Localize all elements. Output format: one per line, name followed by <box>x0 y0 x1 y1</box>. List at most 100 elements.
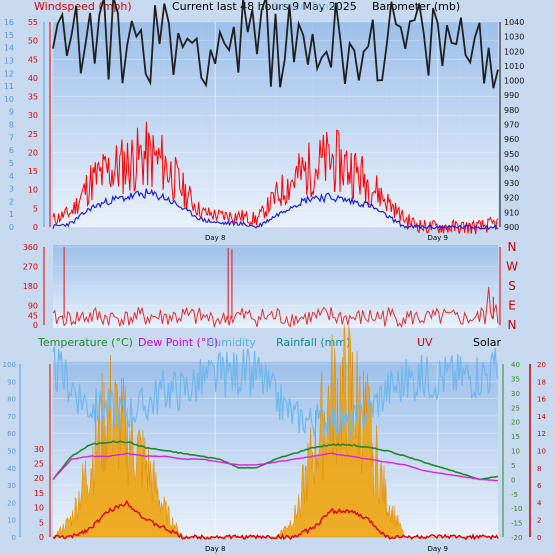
outer-tick-label: 11 <box>4 82 14 91</box>
inside-temp-label: Inside Temp. <box>274 0 343 13</box>
right-tick-label: 940 <box>504 164 519 173</box>
legend-dewpoint: Dew Point (°C) <box>138 336 218 349</box>
right-tick-label: 970 <box>504 121 519 130</box>
humidity-tick-label: 40 <box>7 465 16 473</box>
legend-uv: UV <box>417 336 433 349</box>
outer-tick-label: 3 <box>9 185 14 194</box>
right-tick-label: 1000 <box>504 77 524 86</box>
wind-direction-line <box>52 286 499 329</box>
legend-temperature: Temperature (°C) <box>37 336 133 349</box>
uv-line <box>52 499 499 541</box>
day-label: Day 9 <box>427 545 448 553</box>
temp-tick-label: 5 <box>511 462 515 470</box>
uv-tick-label: 16 <box>537 396 546 404</box>
left-tick-label: 55 <box>28 18 38 27</box>
compass-label: S <box>508 279 516 293</box>
barometer-line <box>52 0 499 89</box>
outer-tick-label: 2 <box>9 197 14 206</box>
outer-tick-label: 13 <box>4 56 14 65</box>
uv-tick-label: 10 <box>537 448 546 456</box>
right-tick-label: 910 <box>504 208 519 217</box>
direction-tick-label: 90 <box>28 302 38 311</box>
outer-tick-label: 8 <box>9 121 14 130</box>
day-label: Day 8 <box>205 545 226 553</box>
left-tick-label: 40 <box>28 74 38 83</box>
left-tick-label: 50 <box>28 37 38 46</box>
uv-tick-label: 6 <box>537 482 542 490</box>
humidity-tick-label: 0 <box>12 534 16 542</box>
wind-average-line <box>52 188 499 231</box>
temp-tick-label: 30 <box>511 390 520 398</box>
uv-tick-label: 18 <box>537 378 546 386</box>
temp-tick-label: 40 <box>511 361 520 369</box>
humidity-tick-label: 20 <box>7 499 16 507</box>
right-tick-label: 960 <box>504 135 519 144</box>
temp-tick-label: 20 <box>511 419 520 427</box>
left-tick-label: 20 <box>28 148 38 157</box>
left-tick-label: 10 <box>28 186 38 195</box>
right-tick-label: 1030 <box>504 33 524 42</box>
humidity-tick-label: 100 <box>3 361 16 369</box>
temp-tick-label: 35 <box>511 375 520 383</box>
left-tick-label: 30 <box>28 111 38 120</box>
rain-tick-label: 25 <box>34 459 44 468</box>
humidity-tick-label: 70 <box>7 413 16 421</box>
left-tick-label: 45 <box>28 55 38 64</box>
right-tick-label: 1020 <box>504 47 524 56</box>
outer-tick-label: 16 <box>4 18 14 27</box>
compass-label: W <box>506 260 518 274</box>
temp-tick-label: -20 <box>511 534 522 542</box>
direction-tick-label: 270 <box>23 263 38 272</box>
right-tick-label: 990 <box>504 91 519 100</box>
uv-tick-label: 8 <box>537 465 541 473</box>
humidity-tick-label: 80 <box>7 396 16 404</box>
left-tick-label: 25 <box>28 130 38 139</box>
humidity-tick-label: 10 <box>7 517 16 525</box>
uv-tick-label: 2 <box>537 517 541 525</box>
uv-tick-label: 4 <box>537 499 542 507</box>
left-tick-label: 5 <box>33 204 38 213</box>
legend-rainfall: Rainfall (mm) <box>276 336 350 349</box>
left-tick-label: 35 <box>28 93 38 102</box>
outer-tick-label: 1 <box>9 210 14 219</box>
outer-tick-label: 15 <box>4 31 14 40</box>
direction-tick-label: 45 <box>28 311 38 320</box>
chart-title: Current last 48 hours 9 May 2025 <box>172 0 357 13</box>
day-label: Day 9 <box>427 234 448 242</box>
humidity-tick-label: 50 <box>7 448 16 456</box>
temperature-line <box>52 440 499 481</box>
temp-tick-label: -10 <box>511 505 522 513</box>
rain-tick-label: 15 <box>34 489 44 498</box>
compass-label: E <box>508 299 516 313</box>
barometer-label: Barometer (mb) <box>372 0 460 13</box>
right-tick-label: 1010 <box>504 62 524 71</box>
right-tick-label: 900 <box>504 223 519 232</box>
dewpoint-line <box>52 452 499 482</box>
temp-tick-label: -5 <box>511 491 518 499</box>
rain-tick-label: 10 <box>34 504 44 513</box>
right-tick-label: 930 <box>504 179 519 188</box>
temp-tick-label: -15 <box>511 520 522 528</box>
left-tick-label: 0 <box>33 223 38 232</box>
outer-tick-label: 9 <box>9 108 14 117</box>
direction-tick-label: 360 <box>23 243 38 252</box>
rain-tick-label: 30 <box>34 445 44 454</box>
humidity-tick-label: 60 <box>7 430 16 438</box>
rain-tick-label: 0 <box>39 533 44 542</box>
legend-solar: Solar <box>473 336 502 349</box>
outer-tick-label: 6 <box>9 146 14 155</box>
temp-tick-label: 15 <box>511 433 520 441</box>
humidity-tick-label: 30 <box>7 482 16 490</box>
outer-tick-label: 7 <box>9 133 14 142</box>
outer-tick-label: 4 <box>9 172 14 181</box>
day-label: Day 8 <box>205 234 226 242</box>
outer-tick-label: 5 <box>9 159 14 168</box>
rain-tick-label: 5 <box>39 518 44 527</box>
uv-tick-label: 14 <box>537 413 546 421</box>
compass-label: N <box>508 318 517 332</box>
temp-tick-label: 25 <box>511 404 520 412</box>
legend-humidity: Humidity <box>206 336 256 349</box>
windspeed-label: Windspeed (mph) <box>34 0 132 13</box>
humidity-line <box>52 346 499 439</box>
humidity-tick-label: 90 <box>7 378 16 386</box>
